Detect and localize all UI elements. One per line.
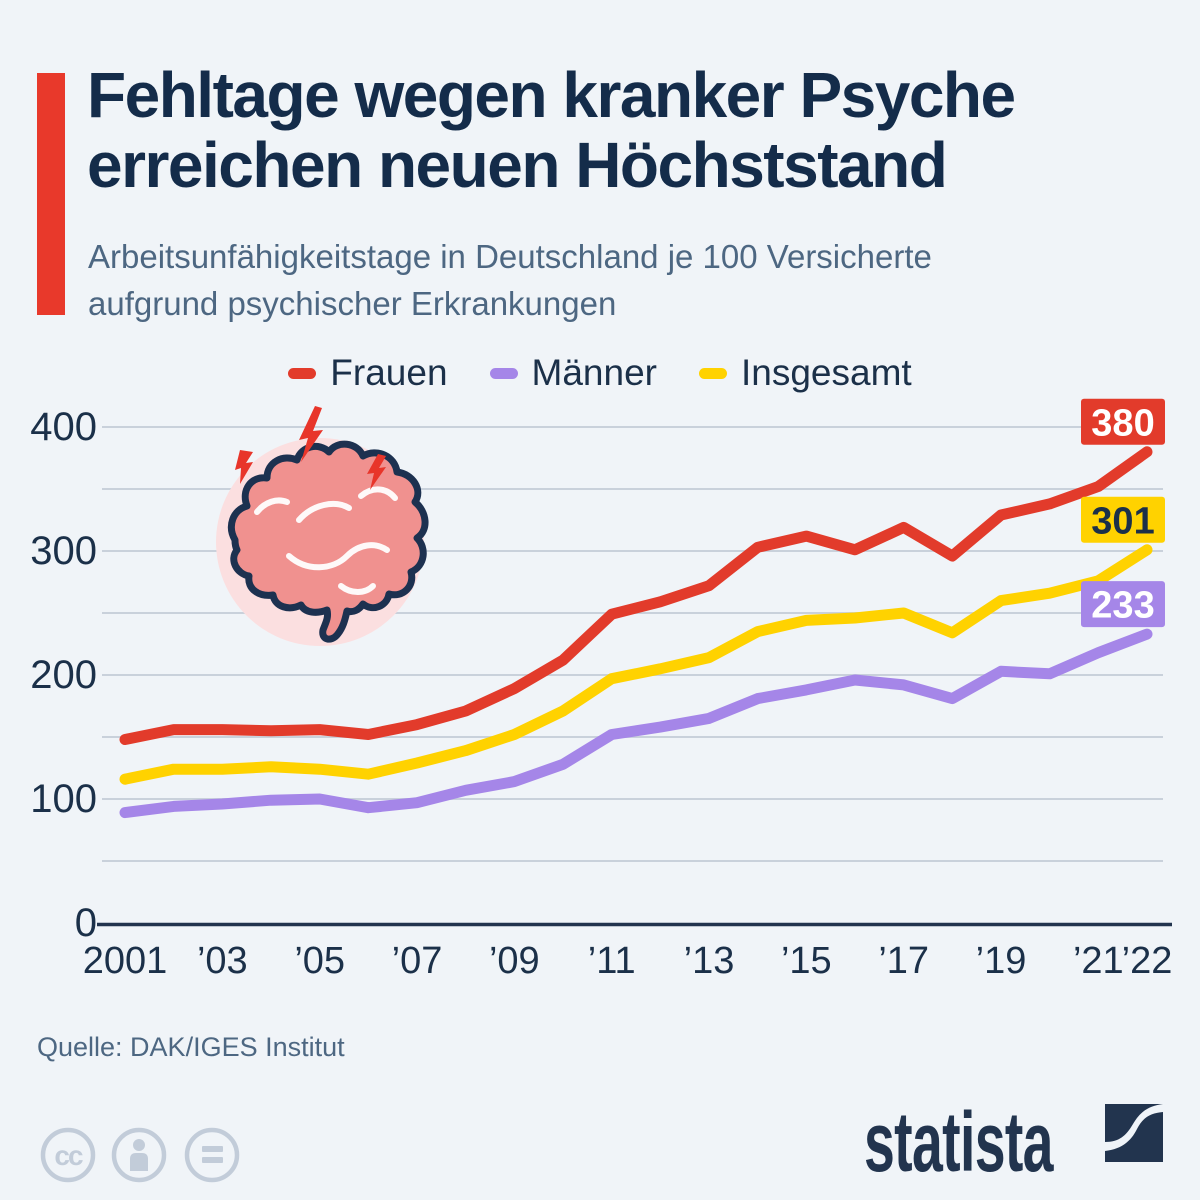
y-axis-label: 0 xyxy=(75,901,97,945)
chart-legend: Frauen Männer Insgesamt xyxy=(0,352,1200,394)
cc-letters: cc xyxy=(54,1140,83,1171)
legend-item-insgesamt: Insgesamt xyxy=(698,352,912,394)
value-badge-label-insgesamt: 301 xyxy=(1091,500,1154,542)
value-badge-label-maenner: 233 xyxy=(1091,585,1154,627)
source-text: Quelle: DAK/IGES Institut xyxy=(37,1032,345,1062)
equals-glyph xyxy=(202,1146,223,1163)
value-badge-maenner xyxy=(1081,581,1165,628)
x-axis-label: ’19 xyxy=(976,940,1027,982)
frauen-series-swatch-icon xyxy=(288,367,317,379)
insgesamt-series-swatch-icon xyxy=(698,367,727,379)
x-axis-label: ’15 xyxy=(781,940,832,982)
value-badge-label-frauen: 380 xyxy=(1091,402,1154,444)
legend-label-insgesamt: Insgesamt xyxy=(740,352,912,393)
brain-fold-lines xyxy=(254,486,398,595)
page-subtitle: Arbeitsunfähigkeitstage in Deutschland j… xyxy=(88,238,932,322)
value-badge-insgesamt xyxy=(1081,496,1165,543)
page-title: Fehltage wegen kranker Psyche erreichen … xyxy=(87,59,1016,202)
series-line-frauen xyxy=(119,446,1153,745)
y-axis-label: 200 xyxy=(30,653,97,697)
logo-swoosh xyxy=(1105,1104,1163,1151)
person-glyph xyxy=(130,1139,148,1171)
value-badge-frauen xyxy=(1081,398,1165,445)
legend-label-frauen: Frauen xyxy=(330,352,448,393)
brain-illustration xyxy=(216,406,429,646)
cc-icon[interactable] xyxy=(40,1127,96,1183)
y-axis-label: 300 xyxy=(30,529,97,573)
y-axis-label: 400 xyxy=(30,405,97,449)
x-axis-label: ’13 xyxy=(684,940,735,982)
legend-item-frauen: Frauen xyxy=(288,352,448,394)
x-axis-label: ’21 xyxy=(1073,940,1124,982)
legend-item-maenner: Männer xyxy=(489,352,657,394)
maenner-series-swatch-icon xyxy=(489,367,518,379)
lightning-bolt-icons xyxy=(235,406,386,490)
statista-logo-icon xyxy=(1105,1104,1163,1162)
x-axis-label: ’17 xyxy=(878,940,929,982)
x-axis-label: ’09 xyxy=(489,940,540,982)
cc-by-person-icon[interactable] xyxy=(111,1127,167,1183)
y-axis-label: 100 xyxy=(30,777,97,821)
statista-logo-text[interactable]: statista xyxy=(864,1095,1054,1189)
cc-nd-equals-icon[interactable] xyxy=(184,1127,240,1183)
brain-icon xyxy=(228,440,429,643)
legend-label-maenner: Männer xyxy=(531,352,657,393)
series-line-maenner xyxy=(119,628,1153,819)
x-axis-label: ’07 xyxy=(392,940,443,982)
accent-bar xyxy=(37,73,65,315)
x-axis-label: ’22 xyxy=(1122,940,1173,982)
x-axis-label: ’11 xyxy=(588,940,636,982)
x-axis-label: ’05 xyxy=(294,940,345,982)
series-line-insgesamt xyxy=(119,544,1153,785)
x-axis-label: ’03 xyxy=(197,940,248,982)
x-axis-label: 2001 xyxy=(83,940,168,982)
cc-license-icons[interactable]: cc xyxy=(38,1124,250,1188)
